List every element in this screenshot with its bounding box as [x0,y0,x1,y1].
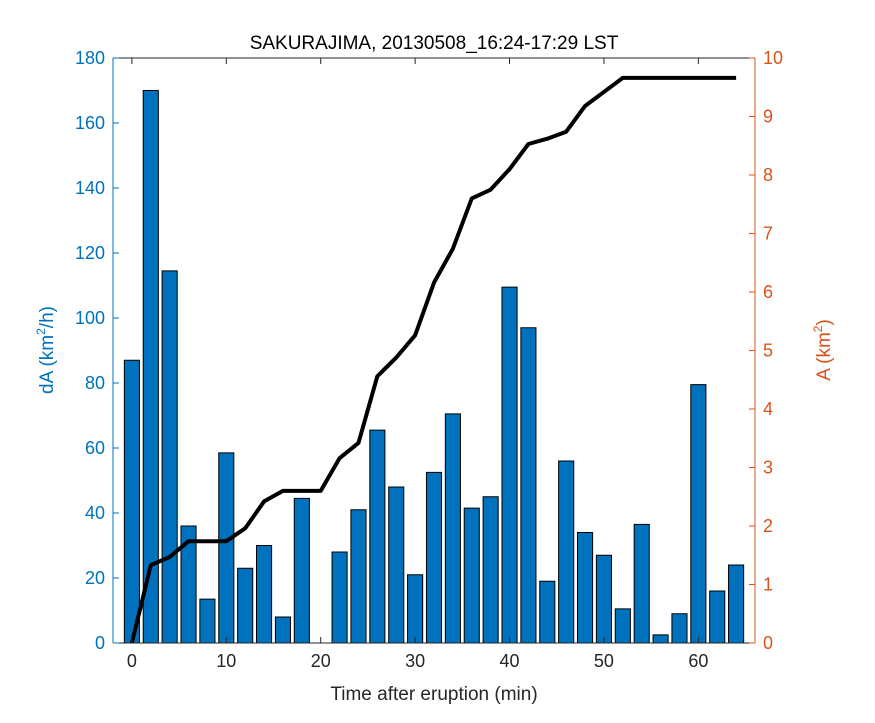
bar-4 [199,598,216,644]
bar-2 [161,270,178,644]
axes-group [112,57,756,644]
y-left-tick-label: 120 [75,243,105,263]
y-right-tick-label: 7 [763,224,773,244]
ticks-group: 0 10 20 30 40 50 60 0 20 40 60 80 100 120 140 160 180 0 1 2… [75,48,783,671]
y-left-tick-label: 140 [75,178,105,198]
bar-19 [482,496,499,644]
y-left-tick-label: 40 [85,503,105,523]
bar-25 [595,554,613,644]
y-axis-right-label-tail: ) [814,319,835,325]
y-right-tick-label: 4 [763,399,773,419]
bar-28 [652,634,669,644]
bar-18 [463,507,480,644]
y-axis-right-label: A (km2) [811,319,835,381]
bar-26 [614,608,631,644]
bar-29 [671,613,688,644]
y-left-tick-label: 180 [75,48,105,68]
bar-30 [690,384,707,644]
y-axis-left-label-tail: /h) [37,306,58,328]
y-right-tick-label: 6 [763,282,773,302]
bar-15 [407,574,424,644]
bar-5 [218,452,235,644]
y-right-tick-label: 3 [763,458,773,478]
bar-8 [274,616,292,644]
bar-31 [709,590,726,644]
bar-24 [577,532,594,644]
bar-1 [142,90,159,644]
y-left-tick-label: 20 [85,568,105,588]
y-right-tick-label: 2 [763,516,773,536]
y-left-tick-label: 160 [75,113,105,133]
bar-21 [520,327,537,644]
x-tick-label: 10 [216,651,236,671]
y-right-tick-label: 8 [763,165,773,185]
bar-9 [293,497,310,644]
y-axis-right-label-sup: 2 [811,325,825,332]
bar-7 [256,545,273,644]
y-right-tick-label: 10 [763,48,783,68]
bar-16 [425,471,443,644]
y-left-tick-label: 100 [75,308,105,328]
x-axis-label: Time after eruption (min) [330,684,537,705]
y-left-tick-label: 0 [95,633,105,653]
bar-27 [633,523,650,644]
y-axis-left-label-sup: 2 [34,328,48,335]
y-right-tick-label: 5 [763,341,773,361]
y-axis-left-label: dA (km2/h) [34,306,58,394]
bar-23 [558,460,575,644]
y-right-tick-label: 0 [763,633,773,653]
bar-12 [350,509,367,644]
bar-6 [237,567,254,644]
bar-22 [539,580,556,644]
y-left-tick-label: 80 [85,373,105,393]
bar-13 [369,429,386,644]
x-tick-label: 50 [594,651,614,671]
bar-0 [123,359,140,644]
bar-32 [728,564,745,644]
y-left-tick-label: 60 [85,438,105,458]
x-tick-label: 0 [127,651,137,671]
y-right-tick-label: 9 [763,107,773,127]
x-tick-label: 20 [311,651,331,671]
bar-20 [501,286,518,644]
y-axis-right-label-base: A (km [814,332,835,381]
x-tick-label: 40 [500,651,520,671]
y-axis-left-label-base: dA (km [37,335,58,394]
cumulative-area-line [129,75,737,644]
line-group [129,75,737,644]
bar-17 [444,413,461,644]
bar-14 [388,486,405,644]
bars-group [123,90,745,644]
y-right-tick-label: 1 [763,575,773,595]
chart-title: SAKURAJIMA, 20130508_16:24-17:29 LST [250,33,619,54]
x-tick-label: 60 [688,651,708,671]
bar-11 [331,551,348,644]
x-tick-label: 30 [405,651,425,671]
